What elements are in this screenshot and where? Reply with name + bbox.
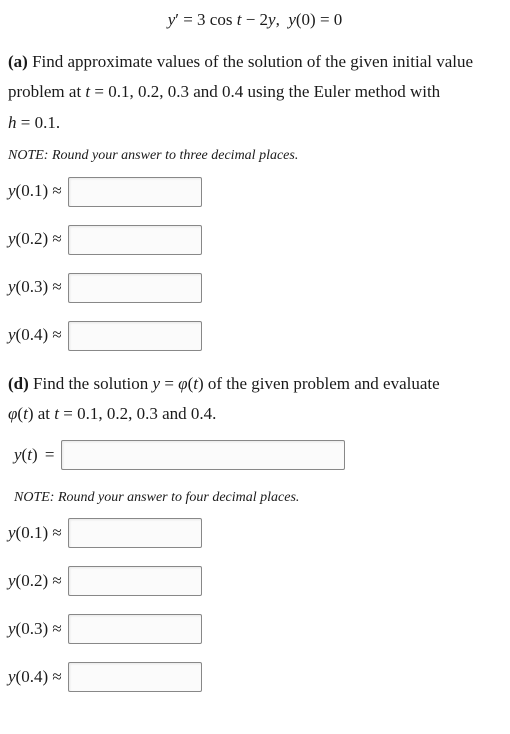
part-d-text: (d) Find the solution y = φ(t) of the gi… [8,369,502,430]
input-d-0.1[interactable] [68,518,202,548]
input-a-0.4[interactable] [68,321,202,351]
input-yt[interactable] [61,440,345,470]
label-y-0.1: y(0.1) ≈ [8,179,64,204]
label-d-y-0.3: y(0.3) ≈ [8,617,64,642]
answer-row-d-0.4: y(0.4) ≈ [8,662,502,692]
note-three-decimal: NOTE: Round your answer to three decimal… [8,146,502,166]
input-d-0.2[interactable] [68,566,202,596]
part-a-line1: Find approximate values of the solution … [32,52,473,71]
input-d-0.3[interactable] [68,614,202,644]
answer-row-yt: y(t) = [8,440,502,470]
input-a-0.3[interactable] [68,273,202,303]
input-a-0.2[interactable] [68,225,202,255]
input-a-0.1[interactable] [68,177,202,207]
answer-row-a-0.2: y(0.2) ≈ [8,225,502,255]
answer-row-a-0.4: y(0.4) ≈ [8,321,502,351]
answer-row-a-0.1: y(0.1) ≈ [8,177,502,207]
input-d-0.4[interactable] [68,662,202,692]
part-d-label: (d) [8,374,29,393]
part-a-label: (a) [8,52,28,71]
label-d-y-0.2: y(0.2) ≈ [8,569,64,594]
label-y-0.3: y(0.3) ≈ [8,275,64,300]
answer-row-d-0.1: y(0.1) ≈ [8,518,502,548]
label-yt: y(t) = [14,443,57,468]
part-a-text: (a) Find approximate values of the solut… [8,47,502,139]
label-d-y-0.1: y(0.1) ≈ [8,521,64,546]
answer-row-d-0.2: y(0.2) ≈ [8,566,502,596]
note-four-decimal: NOTE: Round your answer to four decimal … [14,488,502,508]
label-d-y-0.4: y(0.4) ≈ [8,665,64,690]
label-y-0.2: y(0.2) ≈ [8,227,64,252]
label-y-0.4: y(0.4) ≈ [8,323,64,348]
answer-row-a-0.3: y(0.3) ≈ [8,273,502,303]
answer-row-d-0.3: y(0.3) ≈ [8,614,502,644]
ode-equation: y′ = 3 cos t − 2y, y(0) = 0 [8,8,502,33]
